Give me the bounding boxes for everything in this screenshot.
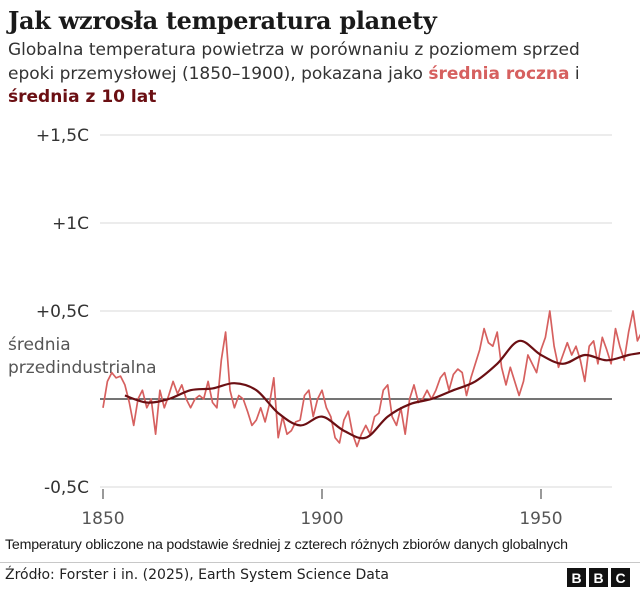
y-tick-label: -0,5C — [44, 478, 89, 498]
y-tick-label: +1C — [52, 214, 89, 234]
legend-annual-label: średnia roczna — [428, 63, 570, 84]
x-tick-label: 1950 — [519, 509, 562, 529]
x-tick-label: 1850 — [81, 509, 124, 529]
x-tick-label: 1900 — [300, 509, 343, 529]
bbc-logo-block-3: C — [611, 568, 630, 587]
y-tick-label: +0,5C — [36, 302, 89, 322]
temperature-chart: -0,5C+0,5C+1C+1,5C 1850190019502000 śred… — [8, 126, 640, 529]
subtitle-joiner: i — [569, 63, 580, 84]
source-credit: Źródło: Forster i in. (2025), Earth Syst… — [5, 567, 389, 583]
reference-label-line1: średnia — [8, 335, 71, 355]
bbc-logo-block-1: B — [567, 568, 586, 587]
x-axis: 1850190019502000 — [81, 489, 563, 529]
annual-average-line — [102, 310, 640, 448]
y-tick-label: +1,5C — [36, 126, 89, 146]
bbc-logo: B B C — [567, 568, 630, 587]
chart-title: Jak wzrosła temperatura planety — [8, 6, 437, 35]
methodology-note: Temperatury obliczone na podstawie średn… — [5, 537, 568, 553]
chart-subtitle: Globalna temperatura powietrza w porówna… — [8, 39, 628, 110]
legend-decadal-label: średnia z 10 lat — [8, 87, 157, 107]
gridlines — [100, 134, 612, 488]
y-axis-labels: -0,5C +0,5C +1C +1,5C — [36, 126, 89, 498]
decadal-average-line — [124, 339, 640, 440]
bbc-logo-block-2: B — [589, 568, 608, 587]
reference-label-line2: przedindustrialna — [8, 358, 157, 378]
divider — [0, 562, 640, 563]
subtitle-text: Globalna temperatura powietrza w porówna… — [8, 40, 580, 84]
